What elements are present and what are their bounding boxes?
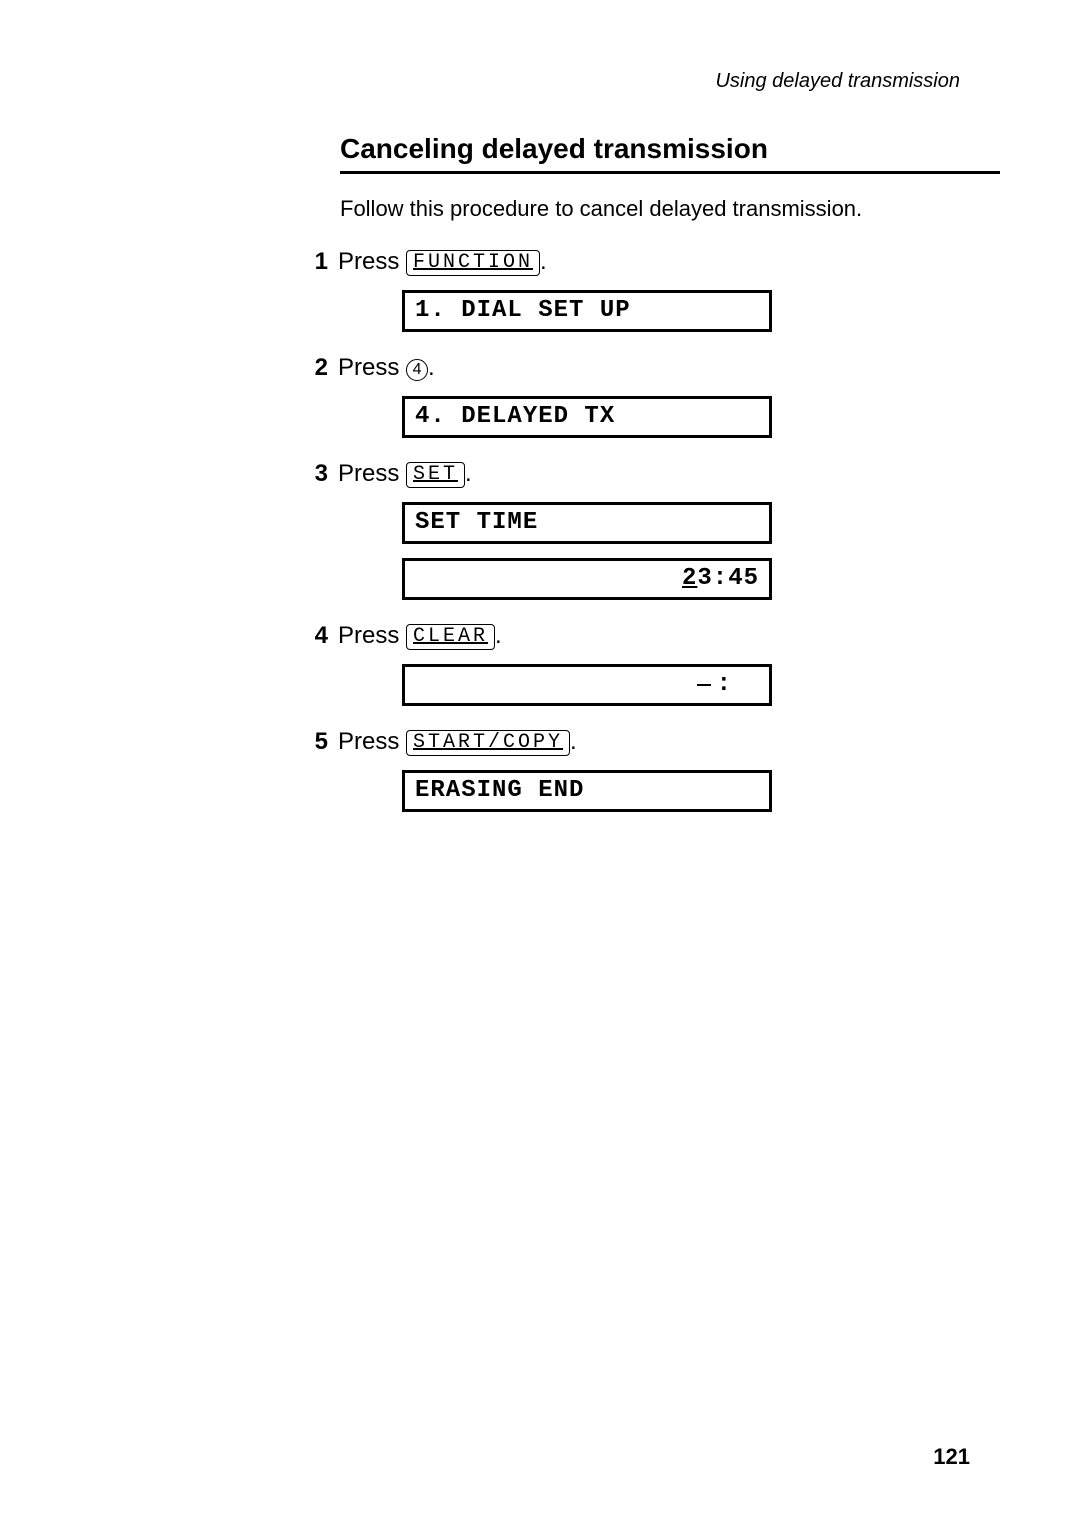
step-line: 4 Press CLEAR. (300, 622, 1000, 650)
lcd-display: 4. DELAYED TX (402, 396, 772, 438)
step-text: Press START/COPY. (338, 728, 577, 756)
section-title: Canceling delayed transmission (340, 133, 1000, 174)
display-text: : (717, 670, 733, 700)
display-text: ERASING END (415, 776, 584, 806)
step-text: Press 4. (338, 354, 435, 382)
step: 4Press CLEAR.: (340, 622, 1000, 706)
step: 2Press 4.4. DELAYED TX (340, 354, 1000, 438)
step-line: 3 Press SET. (300, 460, 1000, 488)
step-period: . (570, 728, 577, 755)
display-text: 3:45 (697, 564, 759, 594)
step-text: Press CLEAR. (338, 622, 502, 650)
step: 1Press FUNCTION.1. DIAL SET UP (340, 248, 1000, 332)
step-verb: Press (338, 354, 406, 381)
content-block: Canceling delayed transmission Follow th… (340, 133, 1000, 812)
display-group: 1. DIAL SET UP (402, 290, 1000, 332)
step-line: 1 Press FUNCTION. (300, 248, 1000, 276)
step-period: . (465, 460, 472, 487)
lcd-display: 1. DIAL SET UP (402, 290, 772, 332)
step: 5Press START/COPY.ERASING END (340, 728, 1000, 812)
cursor-icon (697, 684, 711, 686)
step-number: 5 (300, 728, 328, 756)
step-period: . (540, 248, 547, 275)
display-text: 4. DELAYED TX (415, 402, 615, 432)
step-number: 1 (300, 248, 328, 276)
lcd-display: : (402, 664, 772, 706)
display-group: ERASING END (402, 770, 1000, 812)
step-line: 5 Press START/COPY. (300, 728, 1000, 756)
step: 3Press SET.SET TIME23:45 (340, 460, 1000, 600)
lcd-display: SET TIME (402, 502, 772, 544)
step-period: . (495, 622, 502, 649)
step-number: 2 (300, 354, 328, 382)
display-group: SET TIME 23:45 (402, 502, 1000, 600)
display-text: SET TIME (415, 508, 538, 538)
lcd-display: ERASING END (402, 770, 772, 812)
keycap-button: FUNCTION (406, 250, 540, 276)
display-group: : (402, 664, 1000, 706)
step-verb: Press (338, 622, 406, 649)
display-group: 4. DELAYED TX (402, 396, 1000, 438)
page: Using delayed transmission Canceling del… (0, 0, 1080, 1530)
step-text: Press SET. (338, 460, 472, 488)
step-verb: Press (338, 728, 406, 755)
display-text: 1. DIAL SET UP (415, 296, 631, 326)
keycap-button: SET (406, 462, 465, 488)
cursor-char: 2 (682, 564, 697, 594)
step-line: 2 Press 4. (300, 354, 1000, 382)
step-period: . (428, 354, 435, 381)
step-text: Press FUNCTION. (338, 248, 547, 276)
lcd-display: 23:45 (402, 558, 772, 600)
step-number: 4 (300, 622, 328, 650)
intro-text: Follow this procedure to cancel delayed … (340, 196, 1000, 222)
circled-key: 4 (406, 359, 428, 381)
page-header: Using delayed transmission (100, 70, 980, 93)
step-verb: Press (338, 248, 406, 275)
keycap-button: CLEAR (406, 624, 495, 650)
step-number: 3 (300, 460, 328, 488)
keycap-button: START/COPY (406, 730, 570, 756)
steps-list: 1Press FUNCTION.1. DIAL SET UP2Press 4.4… (340, 248, 1000, 812)
step-verb: Press (338, 460, 406, 487)
page-number: 121 (933, 1444, 970, 1470)
